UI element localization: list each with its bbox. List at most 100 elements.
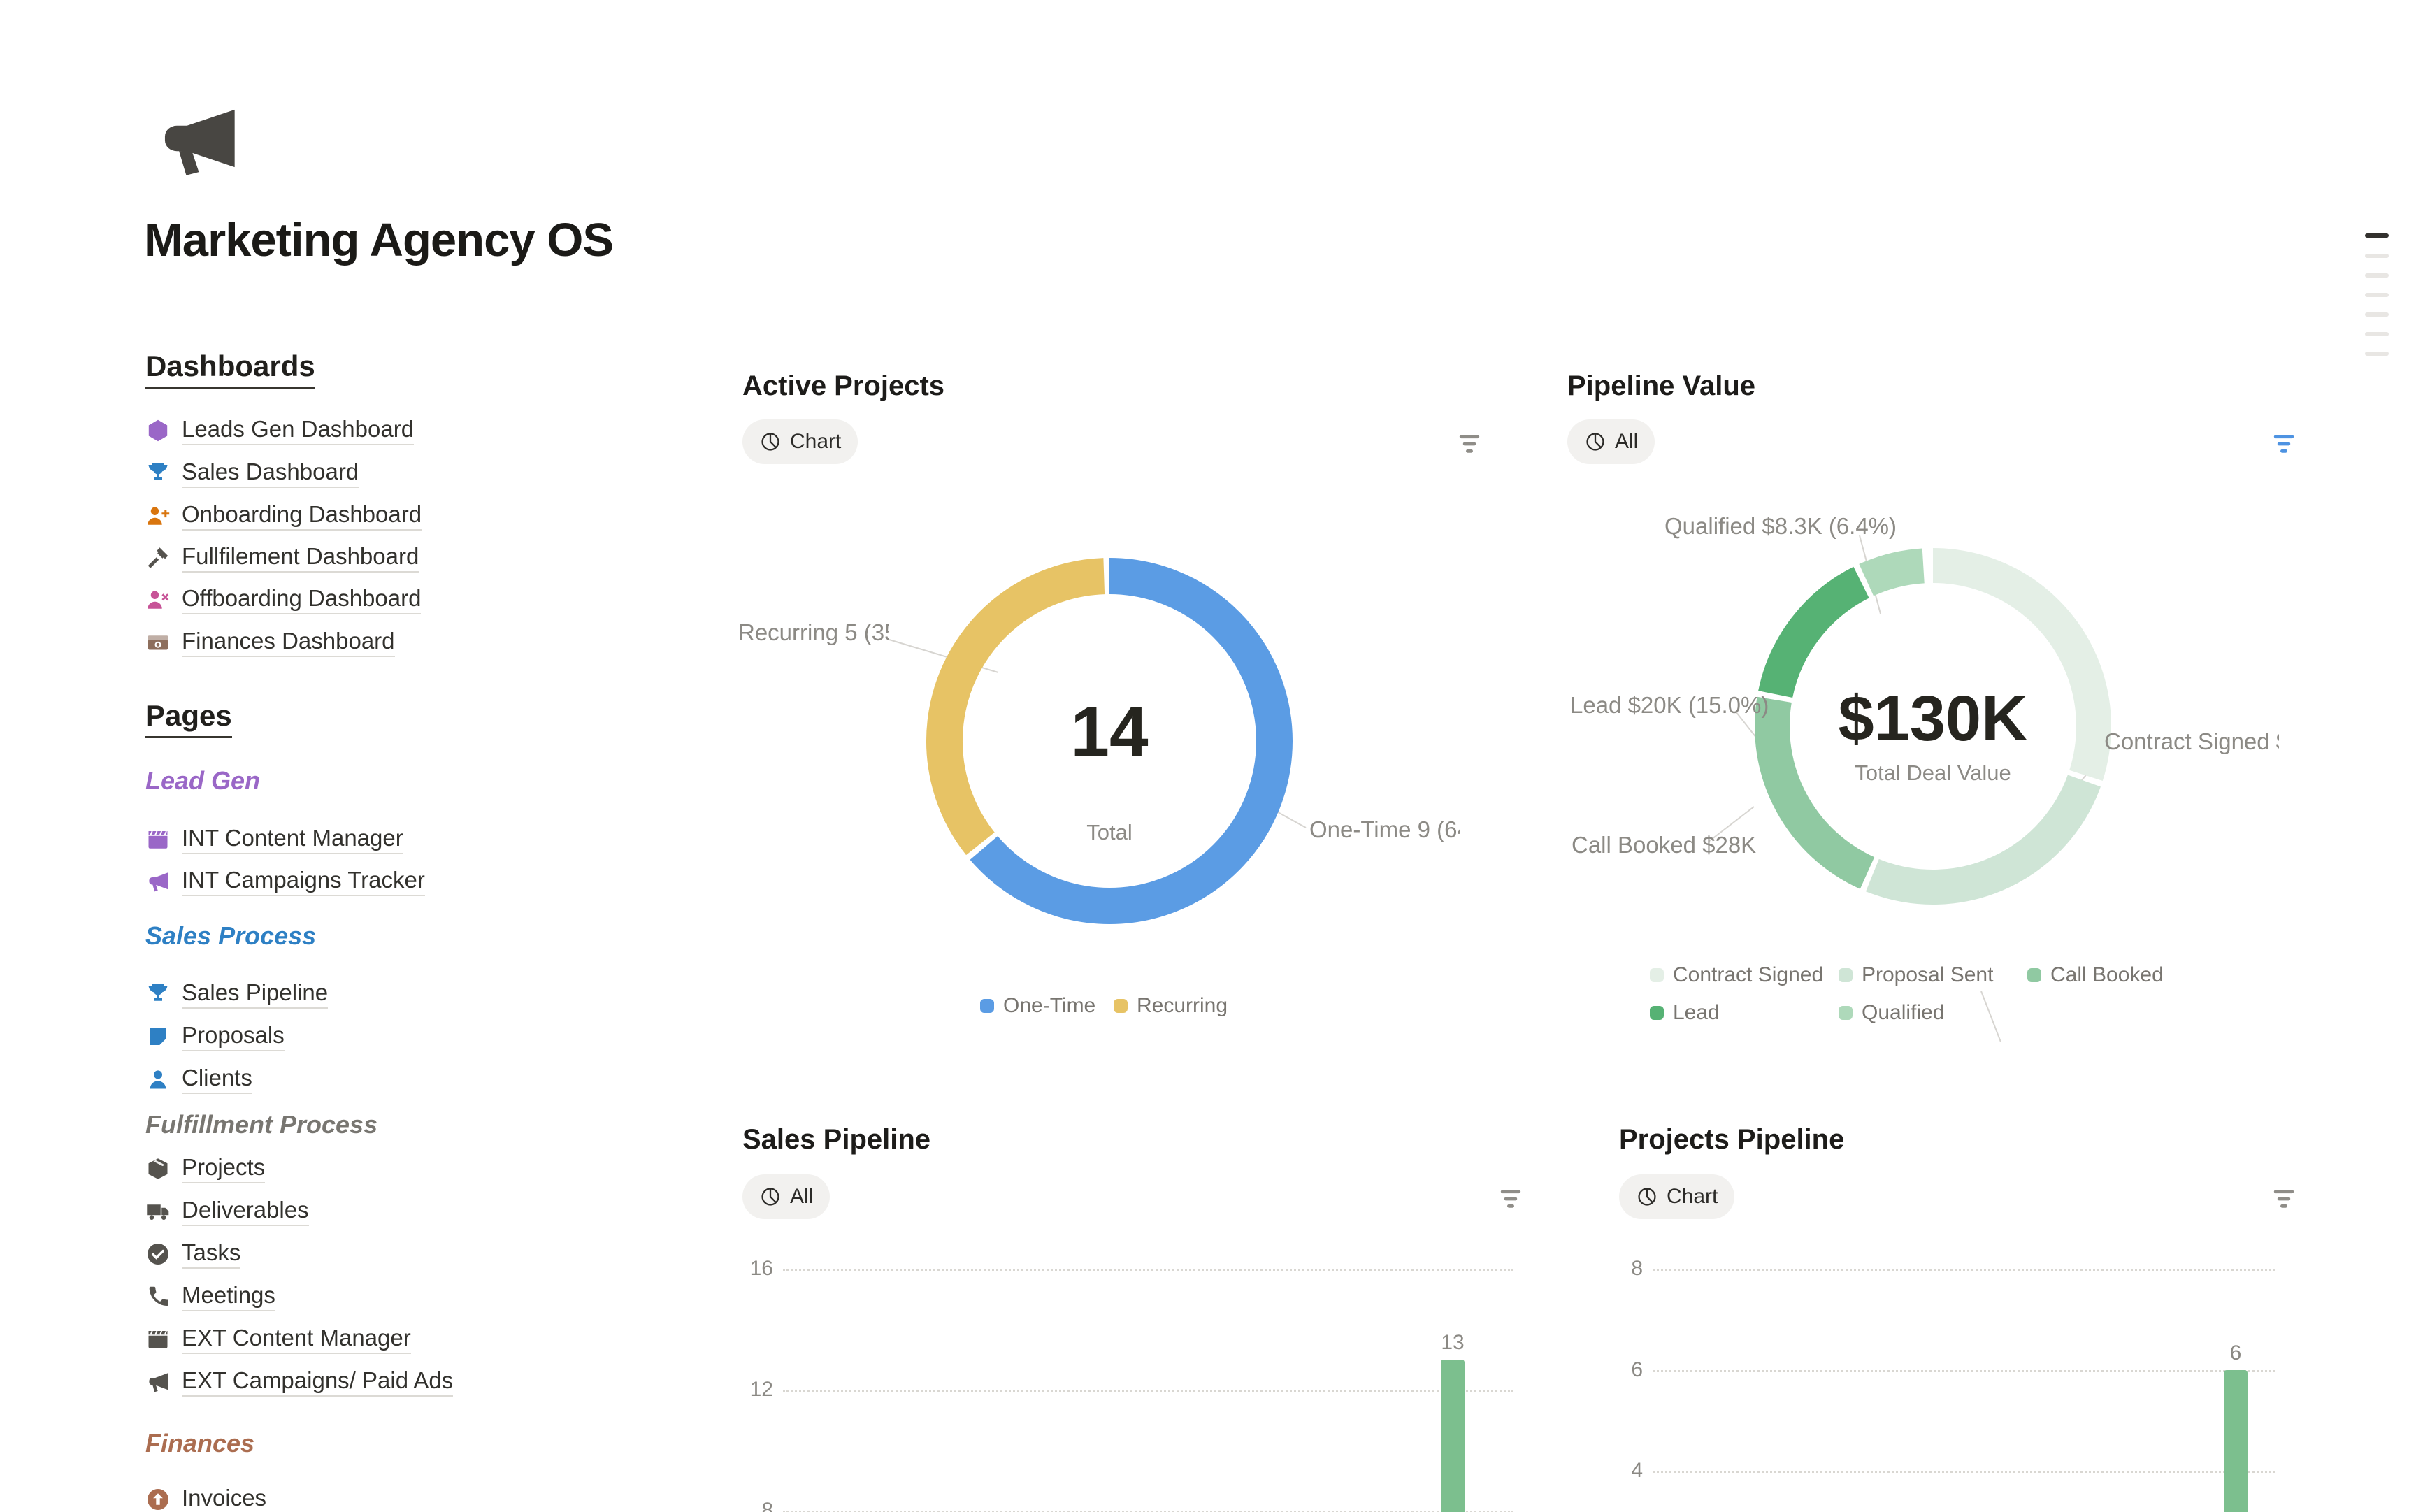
gridline [1653,1370,2275,1372]
filter-icon-projects-pipeline[interactable] [2271,1187,2297,1211]
sidebar-item-ext-content-manager[interactable]: EXT Content Manager [145,1318,411,1361]
outline-line [2365,352,2389,356]
sidebar-item-label: Leads Gen Dashboard [182,416,415,446]
sidebar-item-offboarding-dashboard[interactable]: Offboarding Dashboard [145,578,422,621]
clapperboard-icon [145,1327,171,1352]
sidebar-item-fulfilement-dashboard[interactable]: Fullfilement Dashboard [145,536,419,579]
projects-pipeline-chart-area: 8 6 4 6 [1615,1237,2279,1512]
sidebar-group-sales-process: Sales Process [145,921,317,950]
donut-center-label: Total Deal Value [1855,761,2011,785]
bar-value-label: 13 [1441,1330,1465,1354]
sidebar-item-proposals[interactable]: Proposals [145,1015,285,1058]
sidebar-item-leads-gen-dashboard[interactable]: Leads Gen Dashboard [145,409,415,452]
legend-item-proposal-sent[interactable]: Proposal Sent [1839,963,1993,987]
sidebar-group-finances: Finances [145,1429,255,1457]
legend-item-recurring[interactable]: Recurring [1114,994,1228,1018]
phone-icon [145,1284,171,1309]
callout-line [1980,991,2001,1042]
sidebar-item-onboarding-dashboard[interactable]: Onboarding Dashboard [145,494,422,538]
callout-label-qualified: Qualified $8.3K (6.4%) [1664,513,1897,539]
sidebar-item-label: Onboarding Dashboard [182,501,422,531]
sidebar-item-int-content-manager[interactable]: INT Content Manager [145,818,403,861]
legend-item-one-time[interactable]: One-Time [980,994,1095,1018]
donut-segment-one-time[interactable] [926,558,1293,924]
pie-chart-icon [761,1188,779,1206]
sidebar-item-label: Sales Pipeline [182,979,329,1009]
filter-icon-pipeline-value-active[interactable] [2271,432,2297,456]
sidebar-item-sales-dashboard[interactable]: Sales Dashboard [145,452,359,495]
widget-title-active-projects: Active Projects [742,370,945,401]
view-chip-pipeline-value[interactable]: All [1567,419,1655,464]
outline-line [2365,332,2389,336]
legend-item-qualified[interactable]: Qualified [1839,1001,1944,1025]
sidebar-item-sales-pipeline[interactable]: Sales Pipeline [145,972,329,1016]
bar[interactable] [1441,1359,1465,1512]
legend-swatch [1650,968,1664,982]
bar[interactable] [2224,1370,2248,1512]
sidebar-heading-pages: Pages [145,699,232,738]
sidebar-group-lead-gen: Lead Gen [145,766,261,795]
legend-item-contract-signed[interactable]: Contract Signed [1650,963,1823,987]
sidebar-item-label: Projects [182,1154,266,1184]
gridline [783,1511,1513,1512]
legend-label: Proposal Sent [1862,963,1994,986]
legend-swatch [1839,968,1853,982]
sidebar-item-finances-dashboard[interactable]: Finances Dashboard [145,621,395,664]
view-chip-sales-pipeline[interactable]: All [742,1174,830,1219]
legend-swatch [1650,1006,1664,1020]
view-chip-projects-pipeline[interactable]: Chart [1619,1174,1735,1219]
sidebar-item-tasks[interactable]: Tasks [145,1232,241,1276]
outline-line [2365,254,2389,258]
filter-icon-sales-pipeline[interactable] [1497,1187,1524,1211]
outline-indicator[interactable] [2365,233,2389,359]
outline-line [2365,273,2389,278]
donut-svg-0 [877,509,1341,972]
sidebar-item-projects[interactable]: Projects [145,1147,266,1190]
sidebar-item-label: Meetings [182,1282,275,1312]
sidebar-item-label: EXT Content Manager [182,1325,411,1355]
view-chip-label: All [1615,430,1639,453]
callout-line [1708,806,1755,842]
filter-icon-active-projects[interactable] [1456,432,1483,456]
note-icon [145,1024,171,1049]
callout-label-lead: Lead $20K (15.0%) [1570,692,1769,718]
gridline [1653,1269,2275,1271]
banknote-icon [145,630,171,655]
sidebar-item-label: Offboarding Dashboard [182,585,422,615]
sidebar-item-invoices[interactable]: Invoices [145,1478,266,1512]
legend-label: Qualified [1862,1001,1945,1024]
sidebar-item-deliverables[interactable]: Deliverables [145,1190,309,1233]
bar-value-label: 6 [2229,1341,2242,1365]
hexagon-icon [145,418,171,443]
outline-line [2365,293,2389,297]
sidebar-item-label: Fullfilement Dashboard [182,543,419,573]
sidebar-item-label: Finances Dashboard [182,628,395,658]
callout-label-recurring: Recurring 5 (35.71%) [738,619,889,645]
legend-label: Contract Signed [1673,963,1824,986]
sidebar-item-meetings[interactable]: Meetings [145,1275,275,1318]
legend-swatch [1114,999,1128,1013]
user-plus-icon [145,503,171,528]
page-logo-megaphone-icon[interactable] [155,99,242,178]
widget-title-projects-pipeline: Projects Pipeline [1619,1124,1845,1155]
clapperboard-icon [145,827,171,852]
sales-pipeline-chart-area: 16 12 8 13 [727,1237,1513,1512]
sidebar-item-clients[interactable]: Clients [145,1058,252,1101]
legend-item-lead[interactable]: Lead [1650,1001,1720,1025]
legend-item-call-booked[interactable]: Call Booked [2027,963,2164,987]
sidebar-item-int-campaigns-tracker[interactable]: INT Campaigns Tracker [145,860,425,903]
gridline [783,1269,1513,1271]
donut-center-label: Total [1086,820,1132,844]
y-axis-tick-label: 16 [749,1257,773,1280]
sidebar-item-label: Invoices [182,1485,266,1512]
pie-chart-icon [1638,1188,1656,1206]
view-chip-active-projects[interactable]: Chart [742,419,858,464]
gridline [783,1390,1513,1392]
pipeline-value-chart-area: Qualified $8.3K (6.4%) Lead $20K (15.0%)… [1558,482,2279,1042]
sidebar-item-ext-campaigns-paid-ads[interactable]: EXT Campaigns/ Paid Ads [145,1360,454,1404]
hammer-icon [145,545,171,570]
donut-segment-recurring[interactable] [877,509,1341,972]
donut-segment-contract-signed[interactable] [1755,548,2111,905]
sidebar-item-label: INT Campaigns Tracker [182,867,425,897]
arrow-up-circle-icon [145,1487,171,1512]
